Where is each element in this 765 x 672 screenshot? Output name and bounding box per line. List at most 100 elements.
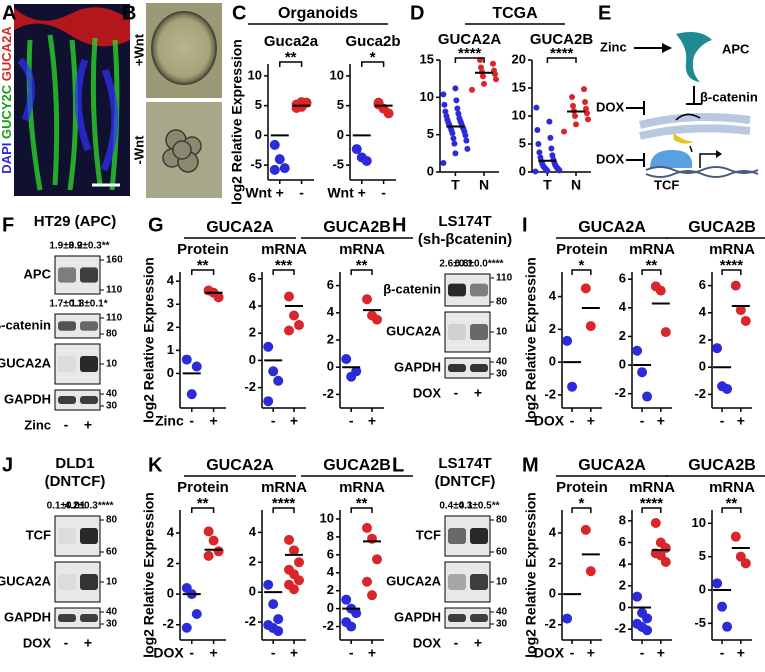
data-point [585,321,596,332]
panel-letter: C [232,2,246,24]
treatment-label: Zinc [24,417,51,432]
lane-label: - [64,417,69,433]
marker-label: 30 [106,401,118,412]
data-point [289,584,299,595]
y-tick-label: 2 [549,321,556,336]
data-point [263,579,274,590]
y-tick-label: 15 [512,79,526,94]
y-axis-label: log2 Relative Expression [141,492,157,658]
treatment-label: DOX [413,385,442,400]
data-point [294,575,304,586]
group-header: Organoids [278,5,358,22]
data-point [740,315,751,326]
significance-bracket [361,61,385,67]
blot-band [80,396,98,404]
blot-band [470,324,488,340]
blot-box [444,357,491,379]
x-tick-label: - [381,185,386,201]
y-tick-label: 4 [167,524,175,539]
y-tick-label: 2 [249,554,256,569]
blot-band [448,283,466,297]
blot-band [448,574,466,590]
data-point [373,99,384,110]
y-tick-label: -2 [614,385,626,400]
data-point [186,389,197,400]
data-point [213,546,224,557]
x-tick-label: + [737,413,745,429]
blot-row-label: GUCA2A [386,323,442,338]
x-tick-label: - [349,413,354,429]
blot-band [80,574,98,590]
y-tick-label: -5 [250,157,262,172]
marker-label: 10 [496,327,508,338]
data-point [361,155,372,166]
y-tick-label: 4 [327,304,335,319]
x-tick-label: - [720,413,725,429]
blot-band [470,364,488,372]
x-tick-label: + [210,413,218,429]
blot-row-label: GAPDH [4,391,51,406]
data-point [213,292,224,303]
data-point [632,591,643,602]
panel-letter: I [522,214,528,236]
significance-bracket [350,507,373,513]
blot-quant: 4.3±0.5** [458,501,499,512]
data-point [268,366,279,377]
blot-box [444,607,491,629]
chart-title: mRNA [261,241,307,258]
chart-title: Protein [177,241,229,258]
x-tick-label: + [368,413,376,429]
chart-title: GUCA2A [438,31,502,48]
chart-title: mRNA [261,479,307,496]
y-tick-label: -2 [614,621,626,636]
blot-band [448,614,466,622]
blot-title: (DNTCF) [45,473,106,490]
marker-label: 40 [496,607,508,618]
blot-row-label: GUCA2A [0,573,52,588]
data-point [547,134,554,141]
y-tick-label: -2 [244,614,256,629]
data-point [548,145,555,152]
data-point [443,113,450,119]
y-tick-label: 0 [327,600,334,615]
y-tick-label: 5 [337,97,344,112]
blot-band [448,528,466,544]
y-tick-label: 8 [619,512,626,527]
data-point [712,343,723,354]
chart-title: mRNA [709,241,755,258]
blot-title: LS174T [438,455,491,472]
data-point [296,97,307,108]
data-point [642,625,653,636]
marker-label: 80 [496,297,508,308]
panel-letter: B [122,2,136,24]
data-point [263,341,274,352]
data-point [535,141,542,147]
y-tick-label: 10 [420,89,434,104]
panel-letter: M [522,454,539,476]
x-tick-label: - [189,413,194,429]
significance: ** [726,495,738,512]
data-point [581,86,587,93]
data-point [567,381,578,392]
y-tick-label: 3 [167,296,174,311]
y-axis-label: log2 Relative Expression [523,257,539,423]
data-point [454,105,461,112]
data-point [660,327,671,338]
chart-title: mRNA [629,479,675,496]
data-point [493,76,499,83]
data-point [351,144,362,155]
y-tick-label: -5 [694,615,706,630]
significance-bracket [546,57,577,63]
data-point [546,118,553,125]
lane-label: - [454,635,459,651]
y-tick-label: -2 [694,386,706,401]
group-header: GUCA2A [578,457,646,474]
blot-band [58,614,76,622]
data-point [346,621,357,632]
data-point [534,127,541,133]
significance-bracket [721,507,742,513]
y-tick-label: 5 [427,126,434,141]
condition-label: +Wnt [131,33,146,66]
y-tick-label: 0 [619,356,626,371]
